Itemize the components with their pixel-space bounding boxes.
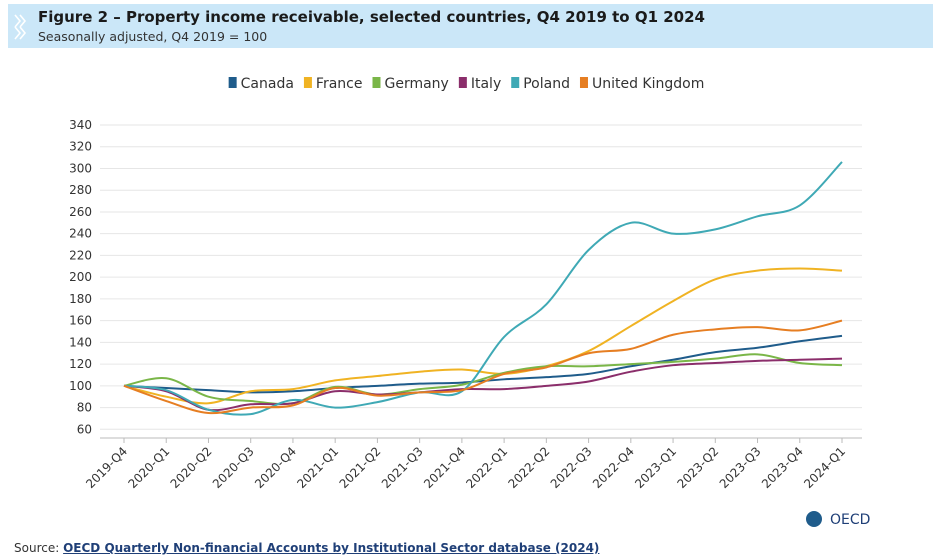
legend-label: Poland [523, 76, 570, 92]
legend-swatch [579, 77, 588, 88]
y-tick-label: 140 [69, 335, 92, 349]
y-tick-label: 340 [69, 118, 92, 132]
source: Source: OECD Quarterly Non-financial Acc… [14, 541, 599, 555]
legend-swatch [458, 77, 467, 88]
y-tick-label: 240 [69, 227, 92, 241]
legend-label: Italy [471, 76, 501, 92]
y-tick-label: 280 [69, 183, 92, 197]
x-tick-label: 2021-Q2 [337, 444, 384, 491]
header-banner: Figure 2 – Property income receivable, s… [8, 4, 933, 48]
x-tick-label: 2023-Q1 [632, 444, 679, 491]
x-tick-label: 2022-Q2 [506, 444, 553, 491]
series-line [123, 353, 843, 406]
x-tick-label: 2024-Q1 [801, 444, 848, 491]
legend-swatch [511, 77, 520, 88]
legend-swatch [228, 77, 237, 88]
y-tick-label: 80 [77, 401, 92, 415]
legend-swatch [303, 77, 312, 88]
y-tick-label: 200 [69, 270, 92, 284]
legend-label: Germany [384, 76, 448, 92]
x-tick-label: 2022-Q1 [463, 444, 510, 491]
y-tick-label: 100 [69, 379, 92, 393]
source-link[interactable]: OECD Quarterly Non-financial Accounts by… [63, 541, 600, 555]
logo-text: OECD [830, 512, 870, 528]
y-tick-label: 60 [77, 422, 92, 436]
x-tick-label: 2020-Q4 [252, 444, 299, 491]
legend-swatch [372, 77, 381, 88]
legend-label: United Kingdom [592, 76, 704, 92]
x-tick-label: 2019-Q4 [83, 444, 130, 491]
y-tick-label: 300 [69, 161, 92, 175]
x-tick-label: 2020-Q3 [210, 444, 257, 491]
series-line [123, 267, 843, 405]
chart-subtitle: Seasonally adjusted, Q4 2019 = 100 [38, 29, 268, 44]
x-tick-label: 2023-Q3 [717, 444, 764, 491]
legend-label: Canada [241, 76, 294, 92]
legend: Canada France Germany Italy Poland United Kin… [228, 76, 704, 92]
legend-label: France [316, 76, 363, 92]
series-line [123, 319, 843, 415]
x-tick-label: 2020-Q1 [125, 444, 172, 491]
x-tick-label: 2023-Q4 [759, 444, 806, 491]
x-tick-label: 2022-Q3 [548, 444, 595, 491]
series-line [123, 161, 843, 416]
source-label: Source: [14, 541, 60, 555]
x-tick-label: 2023-Q2 [674, 444, 721, 491]
y-tick-label: 220 [69, 248, 92, 262]
y-tick-label: 180 [69, 292, 92, 306]
chart: 60 80 100 120 140 160 180 200 220 240 260 280 300 320… [69, 76, 870, 528]
y-tick-label: 260 [69, 205, 92, 219]
x-tick-label: 2021-Q4 [421, 444, 468, 491]
x-tick-label: 2021-Q3 [379, 444, 426, 491]
series-line [123, 357, 843, 412]
x-tick-label: 2021-Q1 [294, 444, 341, 491]
logo-globe [806, 511, 822, 527]
chart-title: Figure 2 – Property income receivable, s… [38, 8, 705, 26]
header-icon [14, 14, 27, 40]
y-tick-label: 120 [69, 357, 92, 371]
x-tick-label: 2022-Q4 [590, 444, 637, 491]
x-tick-label: 2020-Q2 [168, 444, 215, 491]
y-tick-label: 320 [69, 140, 92, 154]
y-tick-label: 160 [69, 314, 92, 328]
